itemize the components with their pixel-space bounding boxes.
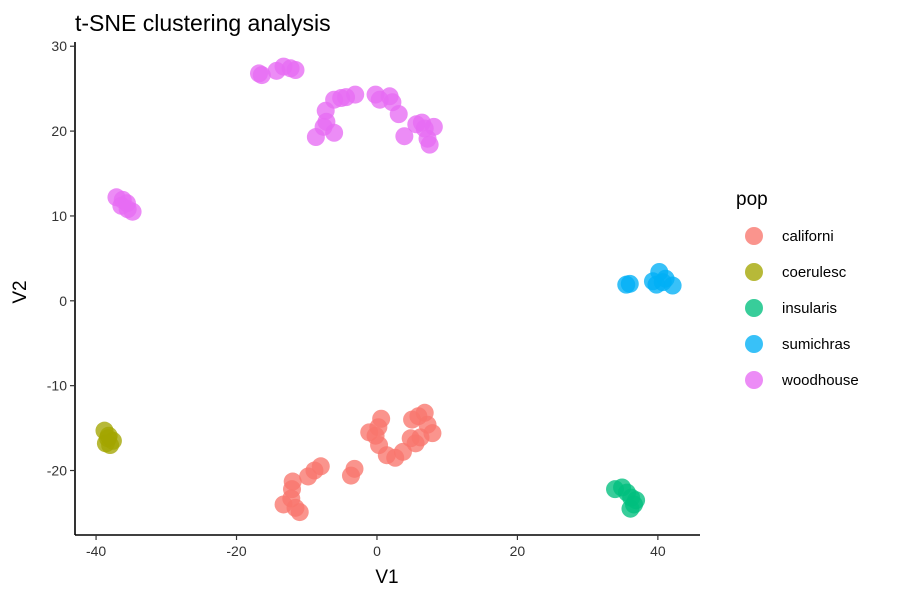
y-tick-label: 0	[59, 293, 67, 309]
x-axis-title: V1	[375, 567, 398, 588]
point-californi	[423, 424, 442, 443]
point-insularis	[627, 491, 646, 510]
x-tick-label: 40	[650, 543, 666, 559]
point-woodhouse	[389, 105, 408, 124]
legend-key-californi	[745, 227, 763, 245]
legend-key-insularis	[745, 299, 763, 317]
legend-items: californi coerulesc insularis sumichras wood…	[745, 227, 859, 389]
legend-title: pop	[736, 189, 768, 210]
y-axis-ticks: -20 -10 0 10 20 30	[47, 38, 75, 479]
point-californi	[290, 503, 309, 522]
point-woodhouse	[346, 85, 365, 104]
y-axis-title: V2	[10, 280, 31, 303]
point-californi	[372, 409, 391, 428]
point-californi	[393, 442, 412, 461]
legend-key-coerulesc	[745, 263, 763, 281]
chart-title: t-SNE clustering analysis	[75, 10, 331, 36]
point-woodhouse	[118, 200, 137, 219]
point-woodhouse	[252, 66, 271, 85]
y-tick-label: -20	[47, 463, 67, 479]
data-points	[95, 57, 682, 522]
y-tick-label: 20	[51, 123, 67, 139]
x-axis-ticks: -40 -20 0 20 40	[86, 535, 666, 559]
point-sumichras	[663, 276, 682, 295]
x-tick-label: -40	[86, 543, 106, 559]
legend: pop californi coerulesc insularis sumichras…	[736, 189, 859, 389]
point-woodhouse	[420, 135, 439, 154]
y-tick-label: -10	[47, 378, 67, 394]
point-californi	[345, 459, 364, 478]
x-tick-label: 20	[510, 543, 526, 559]
y-tick-label: 30	[51, 38, 67, 54]
legend-key-woodhouse	[745, 371, 763, 389]
point-woodhouse	[286, 61, 305, 80]
point-sumichras	[620, 274, 639, 293]
point-californi	[311, 457, 330, 476]
point-woodhouse	[325, 123, 344, 142]
legend-label-woodhouse: woodhouse	[781, 372, 859, 389]
x-tick-label: -20	[226, 543, 246, 559]
point-woodhouse	[395, 127, 414, 146]
point-woodhouse	[424, 117, 443, 136]
y-tick-label: 10	[51, 208, 67, 224]
legend-label-californi: californi	[782, 228, 834, 245]
legend-label-sumichras: sumichras	[782, 336, 850, 353]
plot-axes	[74, 42, 700, 536]
legend-label-coerulesc: coerulesc	[782, 264, 847, 281]
legend-key-sumichras	[745, 335, 763, 353]
point-coerulesc	[99, 426, 118, 445]
x-tick-label: 0	[373, 543, 381, 559]
point-californi	[282, 480, 301, 499]
legend-label-insularis: insularis	[782, 300, 837, 317]
